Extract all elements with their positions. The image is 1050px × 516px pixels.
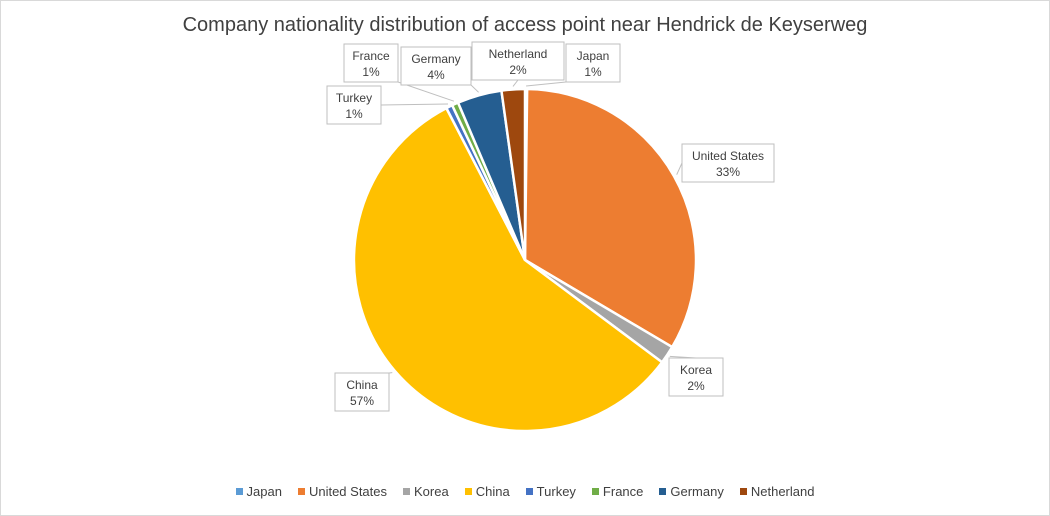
legend-label-korea: Korea [414, 484, 449, 499]
legend-item-japan: Japan [235, 484, 282, 499]
leader-line-netherland [512, 79, 519, 87]
data-label-box-korea [668, 357, 724, 397]
legend-swatch-korea [403, 488, 410, 495]
data-label-category-china: China [346, 378, 378, 392]
data-label-percent-turkey: 1% [345, 107, 363, 121]
data-label-percent-france: 1% [362, 65, 380, 79]
legend-item-france: France [591, 484, 644, 499]
legend-label-turkey: Turkey [536, 484, 576, 499]
data-label-box-france [343, 43, 399, 83]
data-label-category-united-states: United States [692, 149, 764, 163]
legend-label-japan: Japan [246, 484, 282, 499]
data-label-box-united-states [681, 143, 775, 183]
legend-label-china: China [475, 484, 510, 499]
data-label-category-korea: Korea [680, 363, 712, 377]
legend-swatch-netherland [739, 488, 747, 495]
data-label-category-japan: Japan [577, 49, 610, 63]
data-label-box-netherland [471, 41, 565, 81]
data-label-category-turkey: Turkey [336, 91, 372, 105]
data-label-percent-germany: 4% [427, 68, 445, 82]
chart-title: Company nationality distribution of acce… [182, 14, 868, 36]
data-label-category-france: France [352, 49, 390, 63]
pie-slice-china [352, 106, 664, 433]
data-label-percent-china: 57% [350, 394, 374, 408]
legend-swatch-japan [235, 488, 243, 495]
data-label-percent-united-states: 33% [716, 165, 740, 179]
legend-label-france: France [602, 484, 644, 499]
leader-line-germany [470, 84, 479, 93]
legend-swatch-france [591, 488, 599, 495]
data-label-box-japan [565, 43, 621, 83]
legend-item-korea: Korea [403, 484, 449, 499]
leader-line-turkey [380, 103, 449, 106]
legend-item-united-states: United States [297, 484, 387, 499]
data-label-box-germany [400, 46, 472, 86]
legend-swatch-germany [659, 488, 667, 495]
data-label-percent-netherland: 2% [509, 63, 527, 77]
data-label-category-netherland: Netherland [489, 47, 548, 61]
data-label-percent-korea: 2% [687, 379, 705, 393]
legend-item-turkey: Turkey [525, 484, 576, 499]
chart-legend: Japan United States Korea China Turkey France… [0, 484, 1050, 499]
leader-line-japan [526, 81, 567, 87]
legend-swatch-china [464, 488, 472, 495]
legend-swatch-united-states [297, 488, 305, 495]
data-label-box-china [334, 372, 390, 412]
data-label-category-germany: Germany [411, 52, 460, 66]
pie-slice-netherland [500, 87, 527, 261]
leader-line-united-states [676, 162, 683, 175]
legend-label-united-states: United States [308, 484, 387, 499]
data-label-percent-japan: 1% [584, 65, 602, 79]
legend-label-germany: Germany [670, 484, 724, 499]
legend-label-netherland: Netherland [750, 484, 815, 499]
legend-item-germany: Germany [659, 484, 724, 499]
legend-swatch-turkey [525, 488, 533, 495]
pie-slice-united-states [523, 87, 698, 349]
data-label-box-turkey [326, 85, 382, 125]
legend-item-netherland: Netherland [739, 484, 815, 499]
legend-item-china: China [464, 484, 510, 499]
